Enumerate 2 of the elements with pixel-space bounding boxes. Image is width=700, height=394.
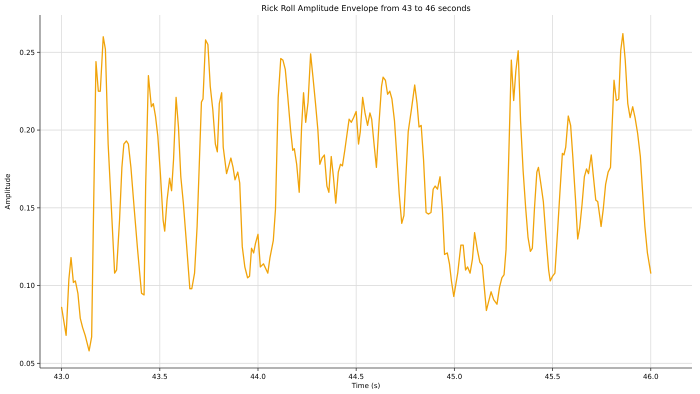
line-series bbox=[60, 33, 652, 352]
chart-title: Rick Roll Amplitude Envelope from 43 to 46 seconds bbox=[261, 4, 471, 13]
